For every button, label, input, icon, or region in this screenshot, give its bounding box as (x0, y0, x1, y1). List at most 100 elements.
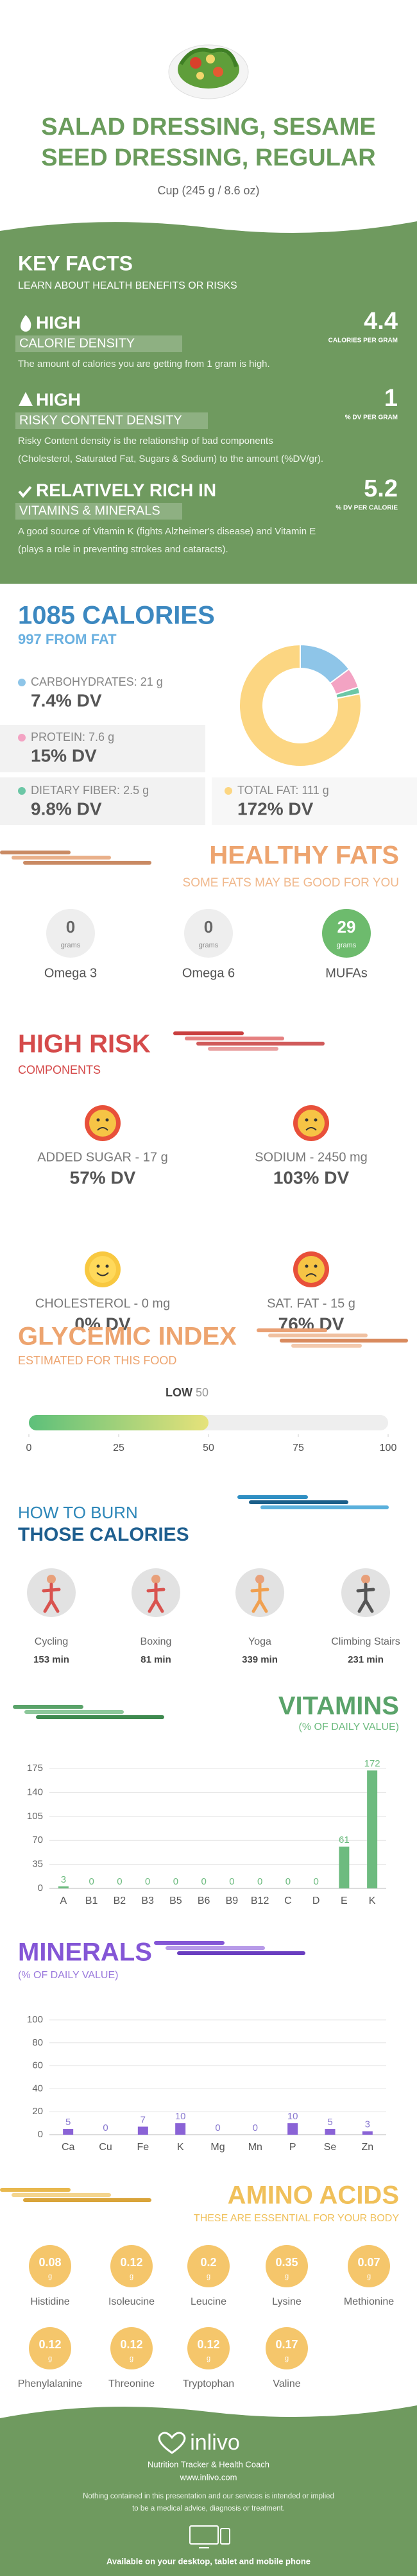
y-tick-label: 20 (32, 2106, 43, 2117)
risk-name: SODIUM - 2450 mg (255, 1150, 368, 1164)
y-tick-label: 40 (32, 2083, 43, 2094)
fat-name: Omega 6 (182, 966, 235, 980)
nutrient-label: PROTEIN: 7.6 g (31, 731, 114, 743)
x-tick-label: P (289, 2142, 296, 2153)
glycemic-tick-label: 50 (203, 1443, 214, 1453)
section-title: KEY FACTS (18, 251, 133, 275)
row-bg (212, 777, 417, 825)
brand-name: inlivo (190, 2430, 239, 2455)
bar (339, 1846, 350, 1888)
risk-dv: 0% DV (74, 1314, 130, 1334)
risk-name: CHOLESTEROL - 0 mg (35, 1296, 170, 1310)
nutrient-label: CARBOHYDRATES: 21 g (31, 675, 163, 688)
amino-value: 0.12 (197, 2338, 219, 2351)
x-tick-label: B2 (114, 1895, 126, 1906)
risk-dv: 57% DV (70, 1167, 136, 1187)
risk-dv: 103% DV (273, 1167, 350, 1187)
risk-name: SAT. FAT - 15 g (267, 1296, 355, 1310)
value-label: 3 (61, 1874, 66, 1885)
legend-dot (18, 787, 26, 795)
amino-name: Valine (273, 2378, 300, 2389)
nutrient-unit: g (157, 675, 163, 688)
fact-unit: CALORIES PER GRAM (328, 337, 398, 344)
decor-stripe (196, 1042, 325, 1046)
fat-unit: grams (61, 942, 81, 949)
y-tick-label: 60 (32, 2060, 43, 2071)
bar (137, 2126, 148, 2135)
fact-name: VITAMINS & MINERALS (19, 504, 160, 518)
activity-name: Yoga (248, 1636, 271, 1647)
fact-description: (Cholesterol, Saturated Fat, Sugars & So… (18, 453, 323, 464)
activity-body (146, 1582, 166, 1613)
flame-icon (21, 315, 31, 332)
face-eye (314, 1118, 318, 1122)
face-eye (96, 1118, 100, 1122)
bar (63, 2129, 74, 2135)
nutrient-dv: 7.4% DV (31, 690, 102, 710)
decor-stripe (0, 2188, 71, 2192)
activity-name: Climbing Stairs (331, 1636, 400, 1647)
activity-name: Cycling (35, 1636, 68, 1647)
x-tick-label: B1 (85, 1895, 98, 1906)
section-title: MINERALS (18, 1938, 152, 1967)
fact-name: RISKY CONTENT DENSITY (19, 413, 182, 427)
fact-description: A good source of Vitamin K (fights Alzhe… (18, 526, 316, 537)
nutrient-grams: 7.6 (89, 731, 105, 743)
activity-time: 231 min (348, 1654, 384, 1665)
fact-description: Risky Content density is the relationshi… (18, 436, 273, 446)
fat-unit: grams (199, 942, 219, 949)
amino-value: 0.07 (357, 2256, 380, 2269)
activity-head (361, 1575, 370, 1584)
glycemic-tick-label: 25 (113, 1443, 124, 1453)
warning-icon (19, 392, 33, 406)
x-tick-label: Ca (62, 2142, 75, 2153)
decor-stripe (12, 2193, 111, 2197)
x-tick-label: B5 (169, 1895, 182, 1906)
nutrient-name: TOTAL FAT: (237, 784, 298, 797)
legend-dot (18, 679, 26, 686)
fact-label-bg (15, 335, 182, 352)
value-label: 5 (327, 2117, 332, 2128)
availability: Available on your desktop, tablet and mo… (106, 2556, 311, 2566)
fat-unit: grams (337, 942, 357, 949)
section-subtitle: LEARN ABOUT HEALTH BENEFITS OR RISKS (18, 280, 237, 291)
nutrient-grams: 21 (140, 675, 153, 688)
amino-circle (266, 2327, 308, 2369)
value-label: 10 (175, 2111, 186, 2122)
decor-stripe (291, 1344, 362, 1348)
section-subtitle: SOME FATS MAY BE GOOD FOR YOU (183, 876, 399, 890)
face-mouth (96, 1272, 109, 1276)
key-facts-bg (0, 221, 417, 584)
x-tick-label: K (369, 1895, 376, 1906)
y-tick-label: 100 (27, 2014, 43, 2025)
value-label: 0 (257, 1876, 262, 1887)
amino-name: Threonine (108, 2378, 155, 2389)
x-tick-label: B12 (251, 1895, 269, 1906)
section-title: HEALTHY FATS (209, 842, 399, 870)
decor-stripe (237, 1495, 308, 1499)
face-inner (89, 1110, 116, 1137)
donut-segment (239, 643, 362, 767)
amino-name: Lysine (272, 2296, 302, 2307)
section-title: 1085 CALORIES (18, 602, 215, 630)
amino-circle (110, 2327, 153, 2369)
serving: Cup (245 g / 8.6 oz) (157, 184, 259, 197)
decor-stripe (24, 1710, 124, 1714)
decor-stripe (185, 1037, 284, 1040)
amino-circle (266, 2245, 308, 2287)
value-label: 0 (215, 2123, 220, 2133)
bar (362, 2131, 373, 2135)
fat-name: Omega 3 (44, 966, 97, 980)
decor-stripe (177, 1951, 305, 1955)
nutrient-unit: g (142, 784, 149, 797)
amino-circle (187, 2245, 230, 2287)
value-label: 3 (365, 2119, 370, 2130)
glycemic-tick-label: 75 (293, 1443, 304, 1453)
x-tick-label: B6 (198, 1895, 210, 1906)
section-subtitle: 997 FROM FAT (18, 631, 117, 647)
activity-head (255, 1575, 264, 1584)
decor-stripe (23, 861, 151, 865)
activity-name: Boxing (140, 1636, 172, 1647)
amino-name: Histidine (30, 2296, 69, 2307)
